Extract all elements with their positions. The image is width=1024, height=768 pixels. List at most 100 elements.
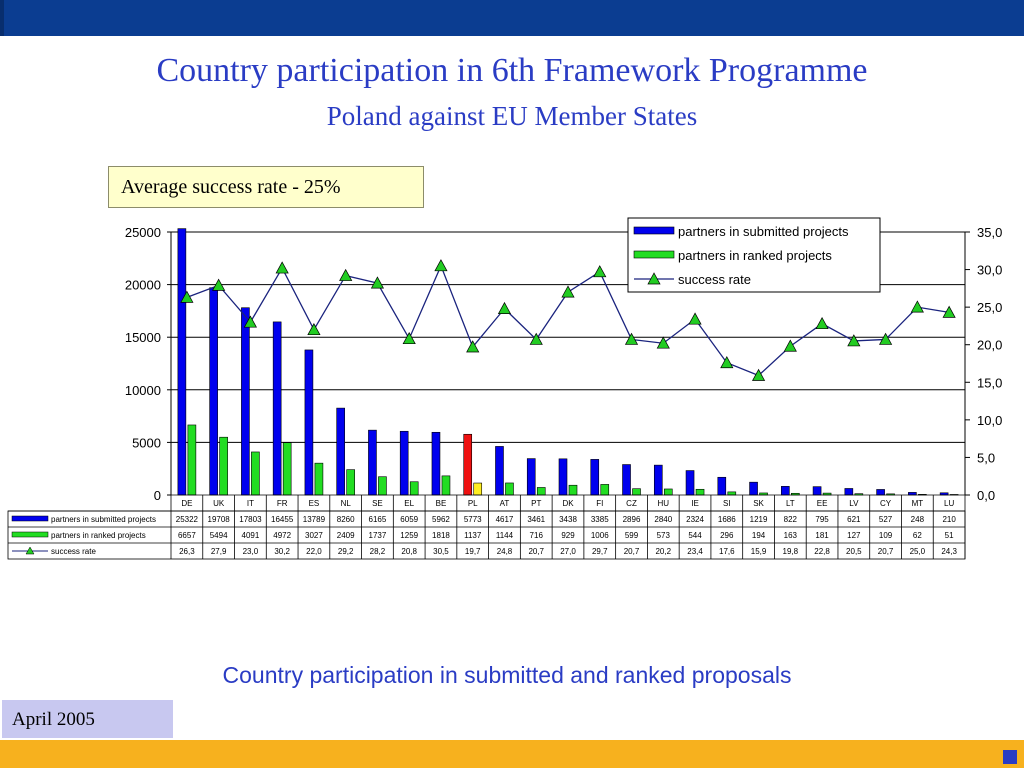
bar-submitted-de [177,228,187,496]
legend-swatch-ranked [633,250,675,259]
bar-submitted-el [399,430,409,496]
category-label-uk: UK [213,499,225,508]
success-rate-marker-el [402,331,416,345]
table-cell: 22,0 [306,547,322,556]
table-cell: 23,4 [687,547,703,556]
bar-ranked-nl [346,469,355,496]
table-key-success-marker [25,546,35,555]
table-cell: 20,2 [655,547,671,556]
table-cell: 24,8 [497,547,513,556]
table-cell: 2324 [686,515,704,524]
table-cell: 27,9 [211,547,227,556]
success-rate-marker-de [180,290,194,303]
table-cell: 25322 [176,515,199,524]
bar-submitted-sk [749,481,758,496]
left-axis-tick-label: 0 [154,488,161,503]
table-cell: 573 [657,531,671,540]
table-cell: 62 [913,531,922,540]
bar-submitted-it [241,307,250,496]
category-label-hu: HU [657,499,669,508]
table-cell: 1144 [496,531,514,540]
left-axis-tick-label: 20000 [125,278,161,293]
category-label-de: DE [181,499,192,508]
table-cell: 25,0 [910,547,926,556]
success-rate-marker-it [243,315,257,328]
table-cell: 6657 [178,531,196,540]
right-axis-tick-label: 0,0 [977,488,995,503]
success-rate-marker-pt [529,332,543,345]
category-label-se: SE [372,499,383,508]
table-cell: 296 [720,531,734,540]
bar-submitted-cz [622,464,631,496]
table-cell: 4091 [242,531,260,540]
table-cell: 1818 [432,531,450,540]
average-success-note: Average success rate - 25% [108,166,424,208]
table-cell: 3461 [527,515,545,524]
category-label-lv: LV [849,499,859,508]
category-label-lt: LT [786,499,795,508]
success-rate-marker-dk [561,285,575,298]
table-cell: 544 [688,531,702,540]
category-label-es: ES [309,499,320,508]
table-cell: 20,8 [401,547,417,556]
category-label-fr: FR [277,499,288,508]
bar-submitted-cy [876,489,885,496]
table-cell: 795 [815,515,829,524]
left-axis-tick-label: 25000 [125,225,161,240]
table-cell: 1737 [369,531,387,540]
right-axis-tick-label: 5,0 [977,450,995,465]
success-rate-marker-cz [624,332,639,345]
table-cell: 127 [847,531,861,540]
success-rate-marker-cy [879,332,893,345]
success-rate-marker-ie [688,312,702,325]
bar-ranked-dk [568,484,578,496]
table-cell: 20,7 [624,547,640,556]
table-cell: 1137 [464,531,482,540]
category-label-cz: CZ [626,499,637,508]
table-cell: 4617 [496,515,514,524]
legend-label-submitted: partners in submitted projects [678,224,849,239]
legend-label-ranked: partners in ranked projects [678,248,832,263]
table-cell: 716 [530,531,544,540]
table-cell: 20,5 [846,547,862,556]
category-label-at: AT [500,499,510,508]
success-rate-marker-hu [656,336,670,349]
table-cell: 5773 [464,515,482,524]
bar-ranked-es [314,462,324,496]
bar-ranked-se [378,476,387,496]
table-cell: 5494 [210,531,228,540]
category-label-be: BE [436,499,447,508]
table-cell: 2896 [623,515,641,524]
table-cell: 20,7 [878,547,894,556]
table-row-label: success rate [51,547,96,556]
top-banner [0,0,1024,36]
legend-marker-success [647,272,661,285]
bar-submitted-hu [653,464,663,496]
table-cell: 599 [625,531,639,540]
legend-label-success: success rate [678,272,751,287]
bar-ranked-hu [663,488,673,496]
success-rate-marker-sk [751,368,766,381]
table-cell: 1259 [400,531,418,540]
category-label-cy: CY [880,499,892,508]
table-cell: 17803 [239,515,262,524]
bar-ranked-pl [473,482,483,496]
bar-ranked-si [727,491,737,496]
bar-submitted-se [368,429,377,496]
table-cell: 29,7 [592,547,608,556]
success-rate-marker-fr [275,261,289,274]
slide-subtitle: Poland against EU Member States [326,101,698,131]
table-cell: 51 [945,531,954,540]
table-cell: 1219 [750,515,768,524]
success-rate-marker-mt [910,300,924,313]
right-axis-tick-label: 10,0 [977,413,1002,428]
bottom-banner [0,740,1024,768]
success-rate-marker-lv [847,334,861,347]
slide-title: Country participation in 6th Framework P… [156,52,868,89]
category-label-pl: PL [468,499,478,508]
bar-submitted-pt [526,458,536,496]
right-axis-tick-label: 30,0 [977,263,1002,278]
right-axis-tick-label: 15,0 [977,375,1002,390]
success-rate-marker-be [434,259,448,272]
table-cell: 163 [784,531,798,540]
